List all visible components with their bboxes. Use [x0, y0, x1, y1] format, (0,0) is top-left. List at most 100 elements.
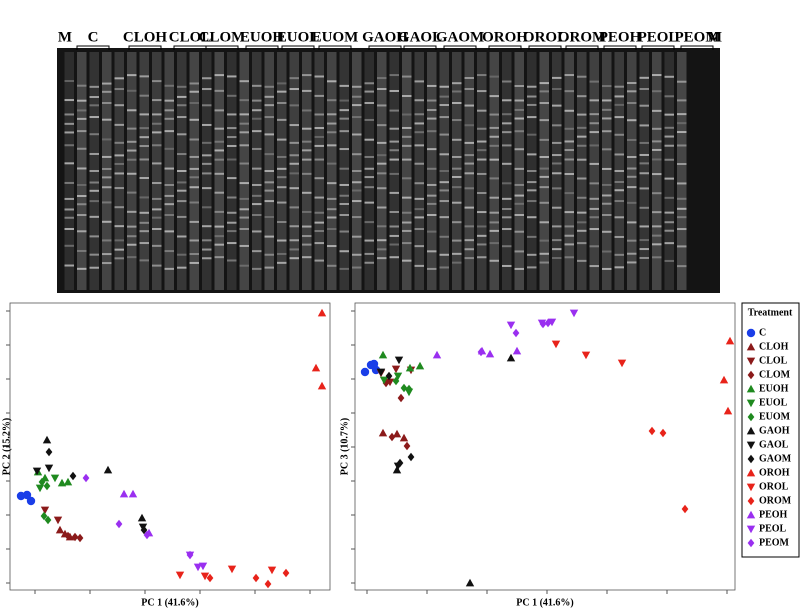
- gel-band: [627, 175, 637, 178]
- gel-band: [289, 104, 299, 107]
- gel-band: [677, 265, 687, 268]
- gel-band: [264, 200, 274, 203]
- gel-band: [139, 145, 149, 148]
- gel-band: [589, 99, 599, 102]
- gel-band: [264, 253, 274, 256]
- gel-band: [177, 85, 187, 88]
- gel-band: [152, 228, 162, 231]
- gel-band: [452, 82, 462, 85]
- gel-lane: [539, 52, 549, 290]
- gel-band: [364, 82, 374, 85]
- gel-band: [602, 267, 612, 270]
- lane-label: M: [708, 29, 722, 45]
- gel-band: [352, 95, 362, 98]
- gel-band: [577, 158, 587, 161]
- gel-band: [64, 122, 74, 125]
- gel-band: [214, 158, 224, 161]
- lane-label: PEOL: [638, 29, 679, 45]
- gel-band: [414, 122, 424, 125]
- gel-band: [227, 127, 237, 130]
- gel-band: [189, 201, 199, 204]
- gel-band: [402, 126, 412, 129]
- gel-band: [314, 135, 324, 138]
- gel-band: [427, 230, 437, 233]
- point: [360, 367, 370, 377]
- point: [551, 340, 561, 349]
- gel-band: [514, 267, 524, 270]
- lane-bracket: [403, 45, 437, 50]
- gel-band: [289, 88, 299, 91]
- gel-band: [677, 144, 687, 147]
- gel-lanes: [64, 52, 687, 290]
- point: [128, 489, 138, 498]
- gel-band: [577, 229, 587, 232]
- gel-band: [214, 235, 224, 238]
- legend-label: GAOM: [759, 453, 792, 464]
- gel-lane: [664, 52, 674, 290]
- gel-band: [202, 206, 212, 209]
- gel-band: [339, 250, 349, 253]
- gel-band: [327, 80, 337, 83]
- gel-band: [314, 94, 324, 97]
- gel-band: [652, 158, 662, 161]
- gel-band: [127, 74, 137, 77]
- gel-band: [352, 253, 362, 256]
- gel-band: [564, 211, 574, 214]
- gel-band: [314, 113, 324, 116]
- gel-band: [489, 196, 499, 199]
- point: [506, 353, 516, 362]
- gel-band: [89, 169, 99, 172]
- gel-band: [314, 144, 324, 147]
- gel-band: [314, 158, 324, 161]
- gel-band: [539, 82, 549, 85]
- gel-band: [239, 162, 249, 165]
- gel-band: [639, 76, 649, 79]
- gel-band: [639, 225, 649, 228]
- gel-band: [64, 181, 74, 184]
- gel-band: [214, 89, 224, 92]
- gel-band: [414, 216, 424, 219]
- gel-band: [239, 197, 249, 200]
- gel-band: [177, 200, 187, 203]
- gel-band: [464, 187, 474, 190]
- gel-band: [227, 113, 237, 116]
- gel-band: [377, 141, 387, 144]
- gel-band: [302, 89, 312, 92]
- gel-band: [527, 95, 537, 98]
- gel-band: [277, 155, 287, 158]
- point: [392, 429, 402, 438]
- gel-band: [564, 158, 574, 161]
- point: [485, 349, 495, 358]
- gel-band: [514, 84, 524, 87]
- gel-band: [539, 252, 549, 255]
- gel-band: [102, 239, 112, 242]
- gel-band: [664, 95, 674, 98]
- gel-band: [114, 257, 124, 260]
- gel-band: [189, 176, 199, 179]
- gel-band: [339, 148, 349, 151]
- point: [648, 426, 656, 436]
- gel-band: [514, 99, 524, 102]
- gel-band: [577, 221, 587, 224]
- gel-band: [614, 200, 624, 203]
- gel-band: [139, 221, 149, 224]
- gel-band: [264, 153, 274, 156]
- gel-band: [527, 133, 537, 136]
- point: [198, 562, 208, 571]
- gel-band: [102, 102, 112, 105]
- gel-band: [352, 133, 362, 136]
- gel-band: [152, 208, 162, 211]
- gel-band: [589, 216, 599, 219]
- gel-band: [339, 214, 349, 217]
- gel-band: [527, 200, 537, 203]
- gel-band: [277, 102, 287, 105]
- gel-band: [577, 75, 587, 78]
- gel-band: [664, 135, 674, 138]
- gel-band: [227, 177, 237, 180]
- gel-band: [114, 123, 124, 126]
- gel-band: [227, 230, 237, 233]
- gel-band: [477, 225, 487, 228]
- gel-band: [364, 252, 374, 255]
- gel-band: [214, 127, 224, 130]
- gel-band: [664, 126, 674, 129]
